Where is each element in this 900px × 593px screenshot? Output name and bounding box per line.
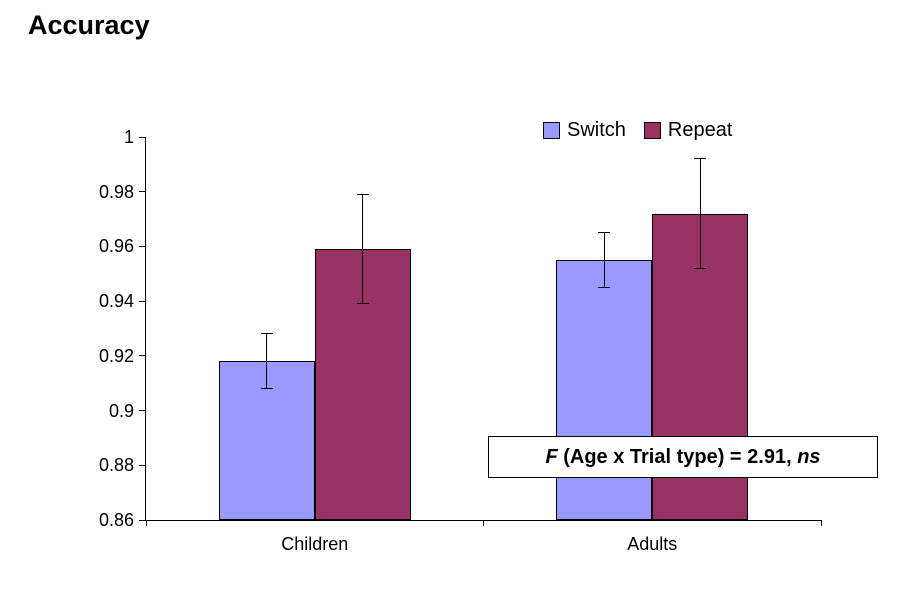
y-axis-label: 0.9 [108, 400, 134, 421]
y-axis-label: 0.92 [98, 345, 134, 366]
error-bar-cap-top [598, 232, 611, 234]
error-bar-switch-children [266, 333, 268, 389]
legend: Switch Repeat [543, 119, 732, 142]
y-axis-label: 0.86 [98, 510, 134, 530]
y-axis-label: 0.98 [98, 181, 134, 202]
y-axis-tick [139, 245, 146, 247]
x-axis-tick [145, 520, 147, 526]
stats-annotation-ns: ns [797, 445, 821, 468]
stats-annotation-f: F [545, 445, 558, 468]
legend-swatch-repeat-icon [643, 122, 661, 139]
legend-swatch-switch-icon [543, 122, 560, 139]
error-bar-cap-bottom [598, 286, 611, 288]
stats-annotation: F (Age x Trial type) = 2.91, ns [488, 436, 878, 478]
y-axis-label: 0.96 [98, 236, 134, 257]
legend-label-repeat: Repeat [667, 119, 733, 141]
error-bar-cap-top [694, 158, 707, 160]
error-bar-repeat-adults [699, 158, 701, 269]
error-bar-switch-adults [603, 232, 605, 288]
legend-item-repeat: Repeat [643, 119, 733, 142]
y-axis-tick [139, 410, 146, 412]
legend-label-switch: Switch [567, 119, 626, 141]
y-axis-tick [139, 136, 146, 138]
x-axis-category-label: Children [281, 534, 349, 554]
error-bar-cap-top [260, 333, 273, 335]
y-axis-label: 0.88 [98, 455, 134, 476]
error-bar-cap-bottom [260, 388, 273, 390]
error-bar-cap-bottom [356, 303, 369, 305]
error-bar-repeat-children [362, 194, 364, 304]
bar-switch-adults [556, 260, 653, 520]
chart-title: Accuracy [28, 10, 150, 40]
y-axis-tick [139, 191, 146, 193]
x-axis-tick [820, 520, 822, 526]
y-axis-label: 0.94 [98, 291, 134, 312]
y-axis-tick [139, 355, 146, 357]
error-bar-cap-top [356, 193, 369, 195]
x-axis-tick [483, 520, 484, 526]
y-axis-tick [139, 519, 146, 521]
stats-annotation-body: (Age x Trial type) = 2.91, [557, 445, 798, 468]
error-bar-cap-bottom [694, 267, 707, 269]
y-axis-label: 1 [123, 127, 134, 147]
x-axis-category-label: Adults [627, 534, 678, 554]
y-axis-tick [139, 464, 146, 466]
legend-item-switch: Switch [543, 119, 626, 142]
y-axis-tick [139, 300, 146, 302]
